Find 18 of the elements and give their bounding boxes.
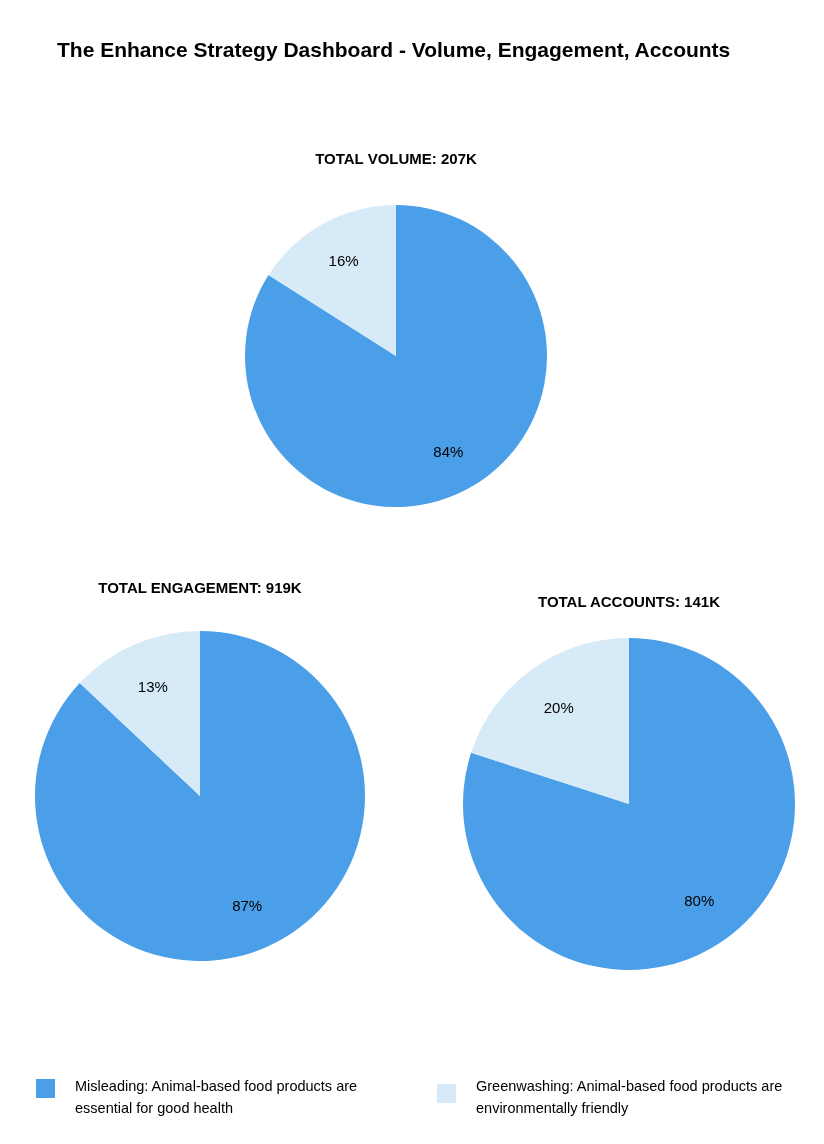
pie-slice xyxy=(35,631,365,961)
legend-label: Misleading: Animal-based food products are essential for good health xyxy=(75,1078,358,1116)
pie-slice xyxy=(79,631,200,796)
chart-title: TOTAL VOLUME: 207K xyxy=(315,150,478,167)
data-label: 13% xyxy=(137,678,168,696)
data-label: 16% xyxy=(328,252,359,270)
data-label: 20% xyxy=(543,698,574,716)
chart-title: TOTAL ACCOUNTS: 141K xyxy=(538,593,721,610)
pie-slice xyxy=(268,205,396,356)
pie-slice xyxy=(463,638,795,970)
legend-label: Greenwashing: Animal-based food products are environmentally friendly xyxy=(476,1078,783,1116)
text: The Enhance Strategy Dashboard - Volume, Engagement, Accounts xyxy=(57,38,731,61)
pie-slice xyxy=(245,205,547,507)
data-label: 87% xyxy=(232,896,263,914)
pie-slice xyxy=(471,638,629,804)
data-label: 80% xyxy=(684,892,715,910)
data-label: 84% xyxy=(433,442,464,460)
chart-title: TOTAL ENGAGEMENT: 919K xyxy=(98,579,302,596)
